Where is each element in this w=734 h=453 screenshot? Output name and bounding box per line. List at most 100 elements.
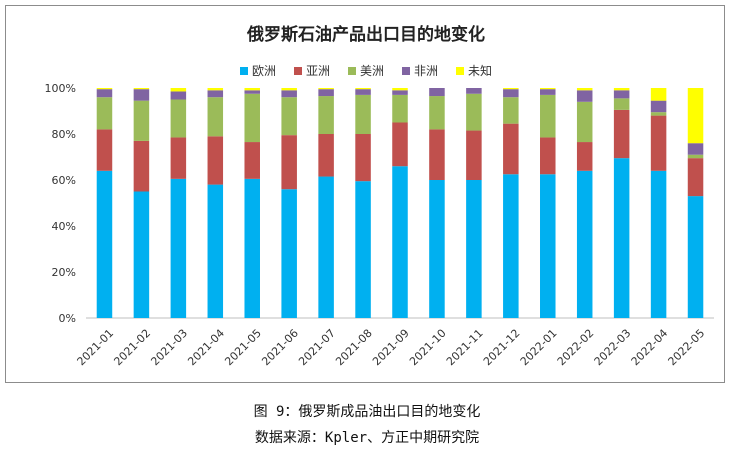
bar-segment: [503, 174, 519, 318]
bar-segment: [133, 88, 150, 90]
legend-label: 美洲: [359, 64, 384, 78]
bar-segment: [281, 97, 297, 136]
bar-segment: [687, 158, 704, 197]
bar-segment: [540, 88, 556, 90]
x-tick-label: 2021-03: [148, 327, 190, 369]
bar-segment: [540, 174, 556, 318]
bar-segment: [429, 180, 445, 318]
x-tick-label: 2021-01: [75, 327, 117, 369]
source-caption: 数据来源：Kpler、方正中期研究院: [254, 430, 480, 446]
bar-segment: [687, 88, 704, 144]
y-tick-label: 0%: [59, 312, 76, 325]
bar-segment: [392, 166, 408, 318]
bar-segment: [96, 88, 113, 90]
bar-segment: [540, 137, 556, 175]
legend-item: 亚洲: [293, 62, 330, 79]
bar-segment: [429, 129, 445, 180]
y-tick-label: 40%: [52, 220, 76, 233]
y-tick-label: 20%: [52, 266, 76, 279]
bar-segment: [281, 88, 297, 91]
bar-segment: [133, 191, 150, 318]
legend: 欧洲 亚洲 美洲 非洲 未知: [6, 62, 726, 79]
x-tick-label: 2021-11: [444, 327, 486, 369]
legend-item: 非洲: [402, 62, 438, 79]
legend-item: 欧洲: [239, 62, 276, 79]
bar-segment: [318, 96, 334, 134]
bar-segment: [170, 91, 187, 100]
bar-segment: [650, 100, 667, 113]
bar-segment: [613, 90, 630, 99]
bar-segment: [355, 134, 371, 182]
y-tick-label: 100%: [45, 82, 76, 95]
bar-segment: [207, 90, 224, 98]
bar-segment: [503, 123, 519, 175]
bar-segment: [281, 189, 297, 318]
bar-segment: [613, 88, 630, 91]
bar-segment: [207, 184, 224, 318]
bar-segment: [133, 100, 150, 141]
bar-segment: [318, 134, 334, 177]
bar-segment: [244, 88, 260, 91]
chart-title: 俄罗斯石油产品出口目的地变化: [247, 25, 485, 45]
bar-segment: [392, 88, 408, 91]
legend-swatch: [402, 66, 410, 75]
legend-item: 美洲: [347, 62, 384, 79]
bar-segment: [392, 94, 408, 123]
bar-segment: [687, 154, 704, 159]
bar-segment: [355, 89, 371, 95]
legend-label: 未知: [468, 64, 493, 78]
bar-segment: [466, 93, 482, 131]
x-tick-label: 2022-01: [518, 327, 560, 369]
bar-segment: [650, 170, 667, 318]
x-tick-label: 2021-04: [185, 327, 227, 369]
bar-segment: [244, 90, 260, 94]
legend-swatch: [456, 66, 465, 75]
legend-label: 欧洲: [251, 64, 276, 78]
bar-segment: [207, 88, 224, 91]
x-tick-label: 2021-10: [407, 327, 449, 369]
x-tick-label: 2021-07: [296, 327, 338, 369]
bar-segment: [429, 96, 445, 130]
x-tick-label: 2021-05: [222, 327, 264, 369]
bar-segment: [503, 89, 519, 98]
x-tick-label: 2021-02: [111, 327, 153, 369]
x-tick-label: 2022-04: [629, 327, 671, 369]
legend-item: 未知: [456, 62, 492, 79]
chart-frame: 俄罗斯石油产品出口目的地变化 欧洲 亚洲 美洲 非洲 未知 0% 20% 40% 60% 80%…: [5, 5, 725, 383]
bar-segment: [466, 88, 482, 94]
y-tick-label: 60%: [52, 174, 76, 187]
x-tick-label: 2021-08: [333, 327, 375, 369]
bar-segment: [207, 97, 224, 137]
y-tick-label: 80%: [52, 128, 76, 141]
bar-segment: [392, 90, 408, 95]
bar-segment: [503, 97, 519, 124]
bar-segment: [650, 88, 667, 101]
figure-caption: 图 9：俄罗斯成品油出口目的地变化: [253, 404, 481, 420]
bar-segment: [170, 178, 187, 318]
bar-segment: [96, 89, 113, 98]
bar-segment: [576, 170, 593, 318]
bar-segment: [281, 135, 297, 190]
plot-area: 0%20%40%60%80%100%2021-012021-022021-032…: [45, 82, 714, 369]
x-tick-label: 2021-09: [370, 327, 412, 369]
bar-segment: [170, 137, 187, 179]
bar-segment: [503, 88, 519, 90]
bar-segment: [133, 89, 150, 101]
bar-segment: [355, 181, 371, 318]
bar-segment: [650, 112, 667, 116]
bar-segment: [244, 142, 260, 179]
bar-segment: [576, 88, 593, 91]
bar-segment: [540, 94, 556, 138]
bar-segment: [170, 99, 187, 138]
x-tick-label: 2021-06: [259, 327, 301, 369]
bar-segment: [318, 89, 334, 97]
bar-segment: [613, 158, 630, 318]
bar-segment: [392, 122, 408, 167]
bar-segment: [355, 88, 371, 90]
x-tick-label: 2022-05: [666, 327, 708, 369]
bar-segment: [466, 130, 482, 180]
bar-segment: [96, 129, 113, 171]
legend-swatch: [239, 66, 248, 75]
bar-segment: [170, 88, 187, 92]
legend-swatch: [293, 66, 302, 75]
